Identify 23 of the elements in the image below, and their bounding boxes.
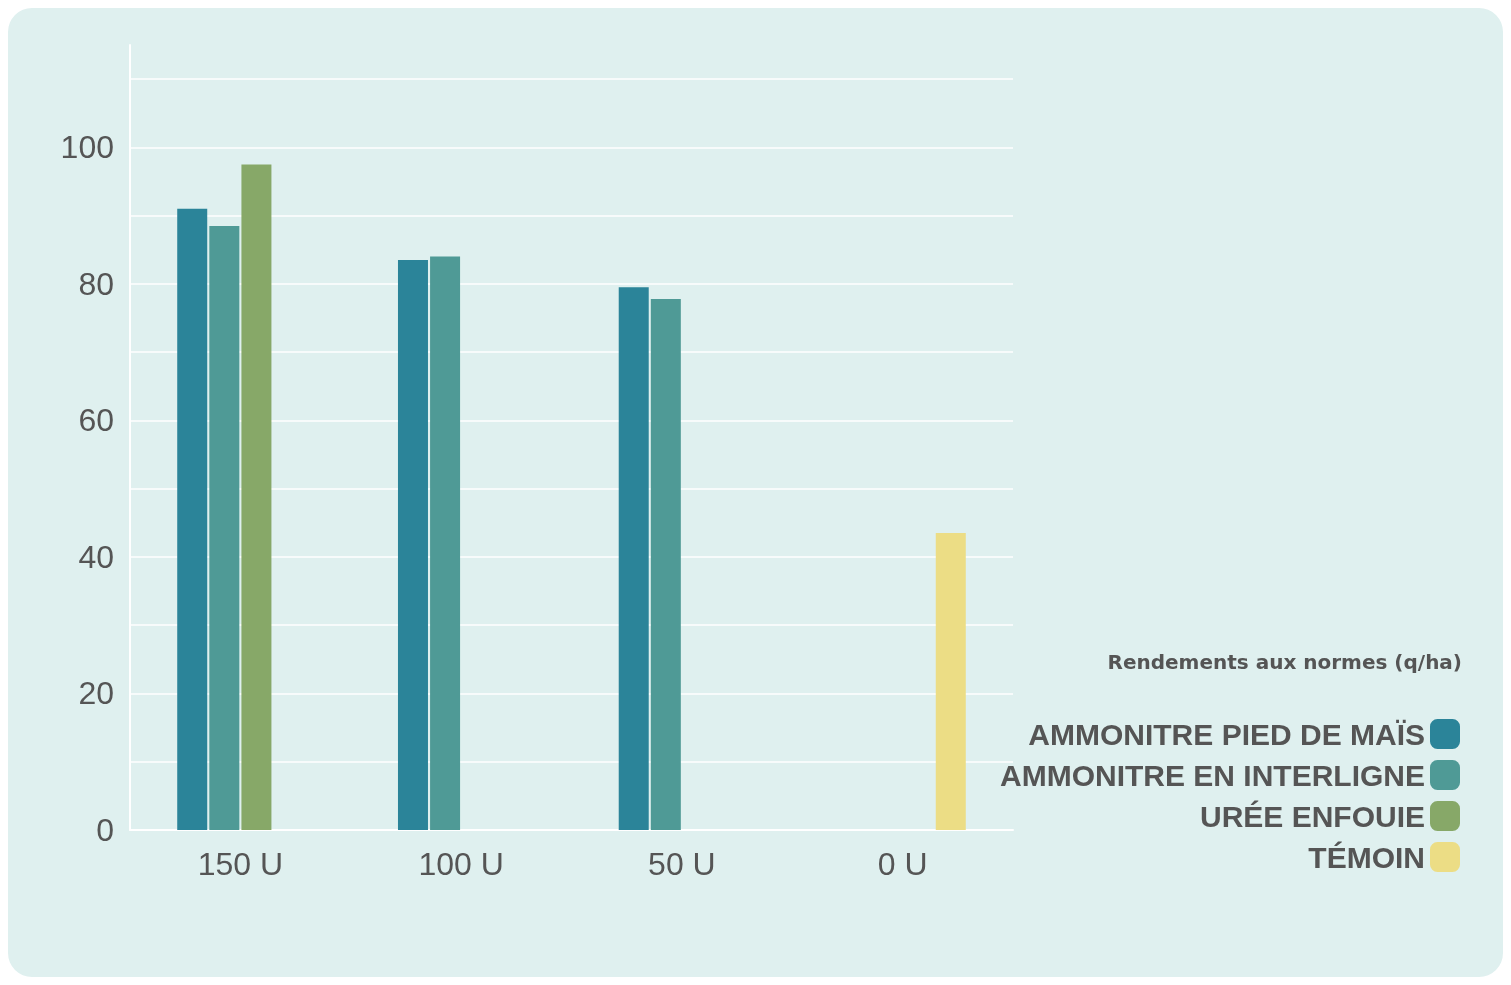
bar bbox=[618, 287, 649, 830]
bar bbox=[935, 533, 966, 830]
bar bbox=[209, 225, 240, 830]
legend-label: TÉMOIN bbox=[1308, 840, 1425, 874]
x-tick-label: 0 U bbox=[877, 846, 928, 882]
x-tick-label: 150 U bbox=[197, 846, 284, 882]
x-tick-label: 100 U bbox=[418, 846, 504, 882]
bar bbox=[397, 260, 428, 830]
bar bbox=[430, 256, 461, 830]
bar bbox=[650, 298, 681, 830]
x-tick-label: 50 U bbox=[648, 846, 716, 882]
y-tick-label: 80 bbox=[78, 265, 114, 302]
bar bbox=[241, 164, 272, 830]
y-tick-label: 0 bbox=[96, 812, 114, 848]
legend-title: Rendements aux normes (q/ha) bbox=[1107, 650, 1463, 674]
bar bbox=[177, 208, 208, 830]
legend-label: AMMONITRE PIED DE MAÏS bbox=[1028, 717, 1425, 751]
y-tick-label: 40 bbox=[78, 538, 114, 575]
y-tick-label: 60 bbox=[78, 402, 114, 439]
legend-label: URÉE ENFOUIE bbox=[1199, 799, 1425, 833]
legend-label: AMMONITRE EN INTERLIGNE bbox=[1000, 758, 1425, 792]
y-tick-label: 100 bbox=[60, 129, 114, 166]
y-tick-label: 20 bbox=[78, 675, 114, 712]
